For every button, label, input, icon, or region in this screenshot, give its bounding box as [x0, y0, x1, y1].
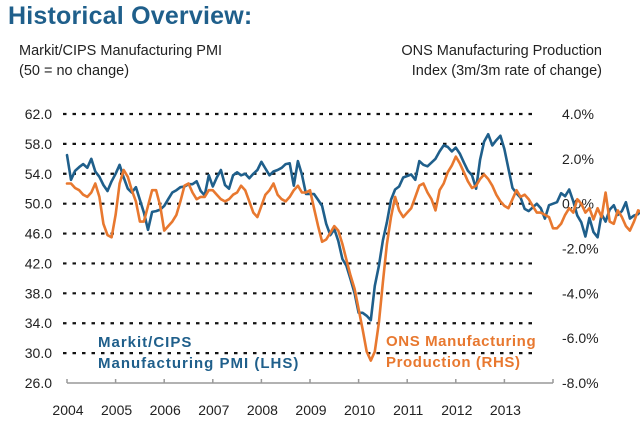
left-axis-title-line-2: (50 = no change) [19, 63, 130, 79]
y-right-tick-label: -6.0% [562, 330, 599, 346]
y-right-tick-label: -2.0% [562, 241, 599, 257]
y-right-tick-label: -4.0% [562, 285, 599, 301]
y-left-tick-label: 46.0 [25, 226, 52, 242]
right-axis-title-line-1: ONS Manufacturing Production [401, 43, 602, 59]
y-left-tick-label: 62.0 [25, 106, 52, 122]
x-tick-label: 2013 [490, 402, 521, 418]
right-axis-title-line-2: Index (3m/3m rate of change) [411, 63, 602, 79]
legend-ons-line-2: Production (RHS) [386, 354, 521, 371]
left-axis-title-line-1: Markit/CIPS Manufacturing PMI [19, 43, 223, 59]
x-tick-label: 2010 [344, 402, 375, 418]
x-tick-label: 2007 [198, 402, 229, 418]
y-left-tick-label: 34.0 [25, 315, 52, 331]
gridlines [63, 112, 537, 355]
right-axis-title: ONS Manufacturing Production Index (3m/3… [401, 41, 602, 81]
x-tick-label: 2011 [393, 402, 423, 418]
y-left-tick-label: 42.0 [25, 255, 52, 271]
x-axis: 2004 2005 2006 2007 2008 2009 2010 2011 2012 2013 [52, 379, 554, 418]
y-left-tick-label: 26.0 [25, 375, 52, 391]
legend-pmi-line-1: Markit/CIPS [98, 334, 192, 351]
x-tick-label: 2004 [52, 402, 83, 418]
series-line-ons [65, 155, 640, 362]
x-tick-label: 2012 [441, 402, 472, 418]
left-axis-title: Markit/CIPS Manufacturing PMI (50 = no c… [19, 41, 222, 81]
x-tick-label: 2005 [101, 402, 132, 418]
x-tick-label: 2009 [295, 402, 326, 418]
y-right-tick-label: -8.0% [562, 375, 599, 391]
x-tick-label: 2008 [247, 402, 278, 418]
legend-pmi-line-2: Manufacturing PMI (LHS) [98, 355, 299, 372]
y-right-tick-label: 2.0% [562, 151, 594, 167]
legend-ons-line-1: ONS Manufacturing [386, 333, 536, 350]
legend: Markit/CIPS Manufacturing PMI (LHS) ONS … [98, 333, 536, 372]
x-tick-label: 2006 [150, 402, 181, 418]
page-title: Historical Overview: [8, 2, 253, 30]
left-axis-ticks: 62.0 58.0 54.0 50.0 46.0 42.0 38.0 34.0 30.0 26.0 [25, 106, 52, 391]
y-left-tick-label: 54.0 [25, 166, 52, 182]
y-left-tick-label: 38.0 [25, 285, 52, 301]
y-left-tick-label: 30.0 [25, 345, 52, 361]
y-right-tick-label: 4.0% [562, 106, 594, 122]
series-lines [65, 132, 640, 362]
y-left-tick-label: 50.0 [25, 196, 52, 212]
y-left-tick-label: 58.0 [25, 136, 52, 152]
right-axis-ticks: 4.0%2.0%0.0%-2.0%-4.0%-6.0%-8.0% [562, 106, 599, 391]
